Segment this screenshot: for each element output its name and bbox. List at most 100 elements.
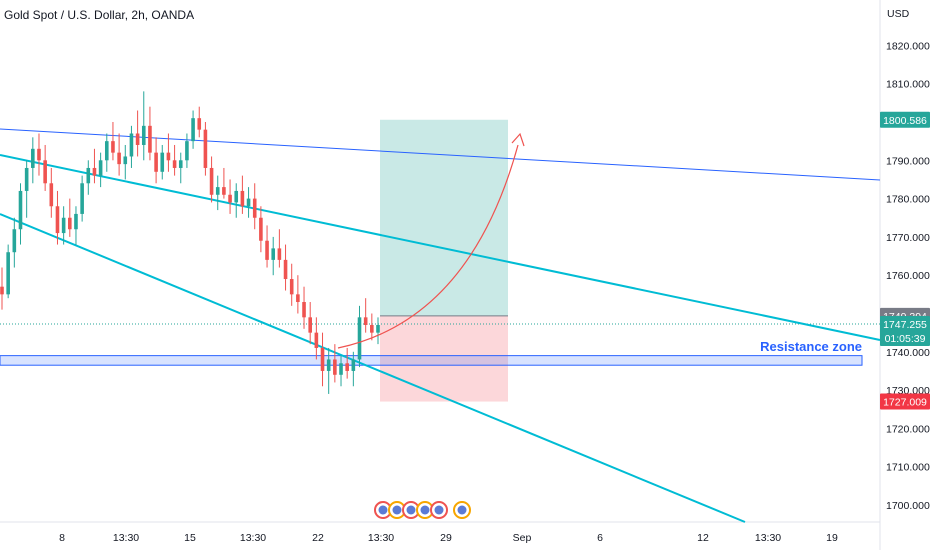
x-tick-label: 13:30 (368, 532, 394, 544)
y-tick-label: 1760.000 (886, 270, 930, 282)
y-tick-label: 1740.000 (886, 347, 930, 359)
candle-body (289, 279, 294, 295)
flag-icon (434, 505, 444, 515)
candle-body (166, 152, 171, 161)
x-tick-label: 6 (597, 532, 603, 544)
economic-event-icon[interactable] (402, 501, 420, 519)
candle-body (37, 148, 41, 161)
flag-icon (457, 505, 467, 515)
candle-body (228, 194, 232, 203)
price-tag: 1727.009 (880, 393, 930, 410)
candle-body (351, 359, 356, 371)
candle-body (148, 125, 152, 153)
x-tick-label: 19 (826, 532, 838, 544)
candle-body (240, 190, 245, 207)
price-tag-label: 1747.255 (883, 319, 927, 331)
chart-title: Gold Spot / U.S. Dollar, 2h, OANDA (4, 8, 195, 22)
price-tag-bg (880, 111, 930, 128)
candle-body (92, 167, 97, 176)
y-tick-label: 1700.000 (886, 500, 930, 512)
candle-body (6, 252, 10, 295)
y-tick-label: 1810.000 (886, 79, 930, 91)
candle-body (24, 167, 29, 191)
price-tag-bg (880, 316, 930, 347)
candle-body (154, 152, 158, 172)
price-tag-bg (880, 393, 930, 410)
candle-body (320, 347, 325, 371)
economic-event-icon[interactable] (430, 501, 448, 519)
candle-body (178, 160, 183, 168)
y-tick-label: 1790.000 (886, 155, 930, 167)
candle-body (31, 148, 35, 168)
x-tick-label: 13:30 (113, 532, 139, 544)
candle-body (191, 118, 195, 142)
candle-body (111, 141, 115, 153)
price-tag-label: 1800.586 (883, 115, 927, 127)
candle-body (185, 141, 189, 161)
candle-body (314, 332, 319, 348)
price-tag: 1747.255 01:05:39 (880, 316, 930, 347)
x-tick-label: 29 (440, 532, 452, 544)
candle-body (104, 141, 109, 161)
projection-curve (337, 144, 519, 349)
candle-body (43, 160, 47, 184)
candle-body (160, 152, 165, 172)
candle-body (18, 190, 23, 230)
lower-trendline (0, 213, 746, 523)
y-tick-label: 1770.000 (886, 232, 930, 244)
candle-body (265, 240, 269, 260)
economic-event-icon[interactable] (453, 501, 471, 519)
candle-body (215, 187, 220, 195)
candle-body (234, 190, 239, 203)
candle-body (123, 156, 128, 165)
candle-body (74, 213, 78, 230)
candle-body (209, 167, 214, 195)
candle-body (277, 248, 282, 260)
candle-body (129, 133, 134, 157)
candle-body (259, 217, 263, 241)
candle-body (49, 183, 54, 207)
candle-body (12, 229, 17, 253)
flag-icon (420, 505, 430, 515)
y-tick-label: 1820.000 (886, 40, 930, 52)
candle-body (326, 359, 331, 371)
candle-body (339, 363, 343, 375)
x-tick-label: 15 (184, 532, 196, 544)
flag-icon (406, 505, 416, 515)
candle-body (80, 183, 84, 214)
candle-body (117, 152, 121, 165)
flag-icon (392, 505, 402, 515)
price-tag-label: 1727.009 (883, 397, 927, 409)
candle-body (172, 160, 177, 168)
candle-body (135, 133, 140, 145)
candle-body (61, 217, 66, 234)
candle-body (141, 125, 146, 145)
x-tick-label: 22 (312, 532, 324, 544)
economic-event-icon[interactable] (388, 501, 406, 519)
candle-body (68, 217, 72, 230)
y-tick-label: 1710.000 (886, 462, 930, 474)
upper-trendline (0, 128, 881, 181)
candle-body (363, 317, 368, 325)
price-tag: 1800.586 (880, 111, 930, 128)
flag-icon (378, 505, 388, 515)
currency-label: USD (887, 8, 910, 20)
candle-body (197, 118, 202, 130)
candle-body (55, 206, 60, 234)
resistance-zone-label: Resistance zone (760, 339, 862, 354)
stop-zone (380, 315, 508, 402)
economic-event-icon[interactable] (374, 501, 392, 519)
countdown-label: 01:05:39 (885, 333, 926, 345)
candle-body (296, 294, 300, 303)
middle-trendline (0, 154, 881, 341)
projection-arrow-head (511, 132, 525, 147)
x-tick-label: 13:30 (755, 532, 781, 544)
candle-body (376, 324, 380, 333)
candle-body (98, 160, 103, 176)
economic-event-icon[interactable] (416, 501, 434, 519)
x-tick-label: Sep (513, 532, 532, 544)
candle-body (271, 248, 276, 260)
candle-body (252, 198, 257, 218)
candle-body (246, 198, 251, 207)
